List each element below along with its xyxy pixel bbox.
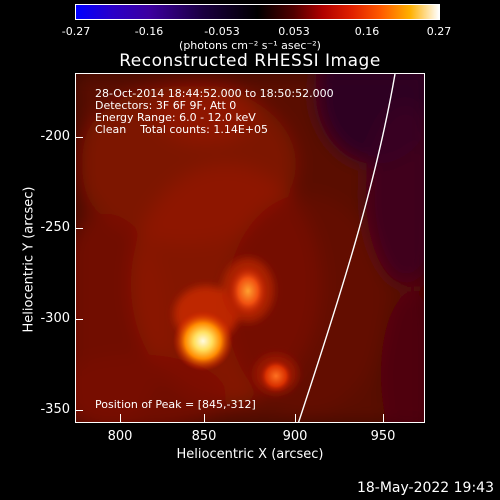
x-tick-mark bbox=[383, 414, 384, 423]
y-tick-mark bbox=[75, 137, 83, 138]
info-clean: Clean Total counts: 1.14E+05 bbox=[95, 123, 269, 136]
colorbar-tick: -0.27 bbox=[61, 25, 91, 38]
info-time-range: 28-Oct-2014 18:44:52.000 to 18:50:52.000 bbox=[95, 87, 334, 100]
colorbar-units: (photons cm⁻² s⁻¹ asec⁻²) bbox=[179, 39, 321, 52]
y-tick-mark bbox=[75, 319, 83, 320]
x-tick-label: 800 bbox=[107, 429, 133, 444]
secondary-source bbox=[228, 265, 268, 317]
y-tick-label: -350 bbox=[40, 402, 70, 417]
x-tick-label: 950 bbox=[370, 429, 396, 444]
y-tick-mark bbox=[75, 410, 83, 411]
y-tick-mark bbox=[75, 228, 83, 229]
image-title: Reconstructed RHESSI Image bbox=[119, 51, 381, 71]
x-tick-mark bbox=[295, 414, 296, 423]
x-tick-mark bbox=[120, 414, 121, 423]
x-tick-mark bbox=[204, 414, 205, 423]
peak-source bbox=[173, 311, 233, 371]
timestamp: 18-May-2022 19:43 bbox=[356, 480, 494, 496]
rhessi-image-svg bbox=[76, 74, 424, 422]
colorbar-tick: -0.16 bbox=[134, 25, 164, 38]
y-axis-label: Heliocentric Y (arcsec) bbox=[21, 186, 37, 333]
info-energy: Energy Range: 6.0 - 12.0 keV bbox=[95, 111, 256, 124]
y-tick-label: -250 bbox=[40, 220, 70, 235]
x-tick-label: 900 bbox=[282, 429, 308, 444]
y-tick-label: -200 bbox=[40, 129, 70, 144]
x-tick-label: 850 bbox=[191, 429, 217, 444]
colorbar-tick: -0.053 bbox=[204, 25, 240, 38]
peak-position-label: Position of Peak = [845,-312] bbox=[95, 398, 256, 411]
colorbar-tick: 0.27 bbox=[426, 25, 452, 38]
solar-limb-line bbox=[297, 74, 396, 422]
x-axis-label: Heliocentric X (arcsec) bbox=[176, 447, 324, 462]
rhessi-image: 28-Oct-2014 18:44:52.000 to 18:50:52.000… bbox=[75, 73, 425, 423]
colorbar-tick: 0.053 bbox=[278, 25, 310, 38]
tertiary-source bbox=[259, 359, 293, 393]
colorbar-tick: 0.16 bbox=[354, 25, 380, 38]
colorbar bbox=[75, 4, 440, 20]
y-tick-label: -300 bbox=[40, 311, 70, 326]
info-detectors: Detectors: 3F 6F 9F, Att 0 bbox=[95, 99, 237, 112]
